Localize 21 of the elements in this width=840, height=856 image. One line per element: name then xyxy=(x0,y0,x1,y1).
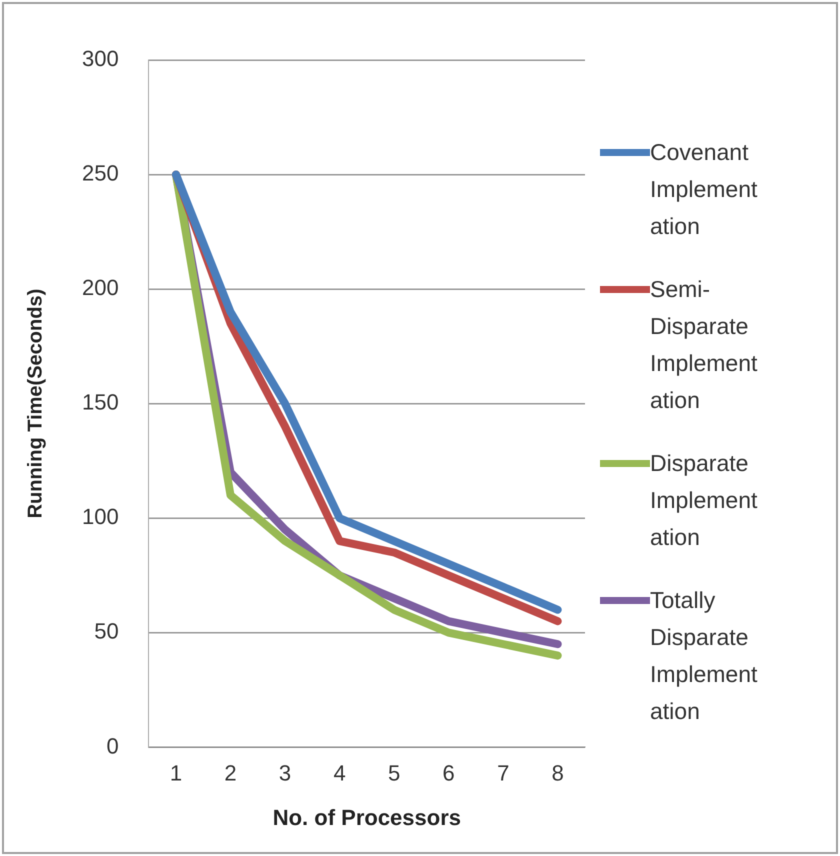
y-tick-label: 150 xyxy=(82,390,119,415)
x-tick-label: 4 xyxy=(333,760,346,786)
x-tick-label: 2 xyxy=(224,760,237,786)
x-tick-label: 1 xyxy=(170,760,182,786)
y-tick-label: 0 xyxy=(106,733,119,758)
x-tick-label: 8 xyxy=(552,760,564,786)
y-tick-label: 250 xyxy=(82,160,119,186)
legend-label: Covenant Implementation xyxy=(650,138,758,241)
y-axis-title: Running Time(Seconds) xyxy=(24,288,47,518)
y-tick-label: 200 xyxy=(82,275,119,300)
x-tick-label: 6 xyxy=(442,760,455,786)
y-tick-label: 100 xyxy=(82,504,119,530)
x-tick-label: 7 xyxy=(497,760,510,786)
y-tick-label: 300 xyxy=(82,46,119,72)
y-tick-label: 50 xyxy=(94,618,119,644)
x-tick-label: 3 xyxy=(278,760,292,786)
x-axis-title: No. of Processors xyxy=(272,804,461,830)
x-tick-label: 5 xyxy=(388,760,400,786)
legend-label: Totally Disparate Implementation xyxy=(650,586,758,726)
legend-label: Disparate Implementation xyxy=(650,449,758,552)
legend-label: Semi-Disparate Implementation xyxy=(650,275,758,415)
